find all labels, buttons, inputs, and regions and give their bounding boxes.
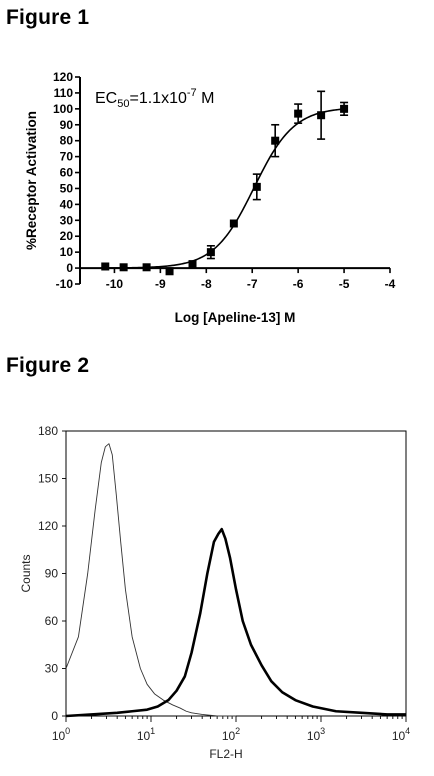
data-point bbox=[101, 262, 110, 271]
x-tick-label: -4 bbox=[385, 277, 396, 291]
y-tick-label: 0 bbox=[66, 261, 73, 275]
data-point bbox=[271, 136, 280, 145]
y-axis-title: Counts bbox=[19, 554, 33, 592]
y-tick-label: 40 bbox=[60, 197, 74, 211]
data-point bbox=[317, 111, 326, 120]
data-point bbox=[340, 104, 349, 113]
x-tick-label: -8 bbox=[201, 277, 212, 291]
histogram-control bbox=[65, 443, 236, 717]
data-point bbox=[252, 182, 261, 191]
y-tick-label: 0 bbox=[51, 709, 58, 723]
y-tick-label: 60 bbox=[45, 614, 59, 628]
x-tick-label: -6 bbox=[293, 277, 304, 291]
y-tick-label: 20 bbox=[60, 229, 74, 243]
x-tick-label: 102 bbox=[222, 726, 240, 743]
x-tick-label: 100 bbox=[52, 726, 70, 743]
y-tick-label: 180 bbox=[38, 424, 58, 438]
data-point bbox=[119, 263, 128, 272]
dose-response-chart: %Receptor Activation Log [Apeline-13] M … bbox=[24, 70, 396, 325]
y-tick-label: 110 bbox=[54, 86, 74, 100]
histogram-stained bbox=[65, 527, 406, 718]
y-tick-label: 100 bbox=[53, 102, 73, 116]
data-point bbox=[294, 109, 303, 118]
data-point bbox=[142, 263, 151, 272]
x-axis-title: Log [Apeline-13] M bbox=[175, 310, 296, 325]
y-axis-title: %Receptor Activation bbox=[24, 111, 39, 250]
y-tick-label: 80 bbox=[60, 134, 74, 148]
data-point bbox=[188, 260, 197, 269]
x-tick-label: 104 bbox=[392, 726, 410, 743]
x-tick-label: -7 bbox=[247, 277, 258, 291]
y-tick-label: 150 bbox=[38, 472, 58, 486]
y-tick-label: 90 bbox=[45, 567, 59, 581]
y-tick-label: 120 bbox=[53, 70, 73, 84]
x-tick-label: 103 bbox=[307, 726, 325, 743]
x-tick-label: 101 bbox=[137, 726, 155, 743]
x-tick-label: -5 bbox=[339, 277, 350, 291]
y-tick-label: 50 bbox=[60, 181, 74, 195]
x-tick-label: -10 bbox=[106, 277, 124, 291]
x-axis-title: FL2-H bbox=[209, 747, 242, 761]
y-tick-label: 10 bbox=[60, 245, 74, 259]
ec50-annotation: EC50=1.1x10-7 M bbox=[95, 87, 214, 110]
data-point bbox=[206, 248, 215, 257]
x-tick-label: -9 bbox=[155, 277, 166, 291]
y-tick-label: 120 bbox=[38, 519, 58, 533]
y-tick-label: 30 bbox=[60, 213, 74, 227]
y-tick-label: 70 bbox=[60, 150, 74, 164]
data-point bbox=[165, 267, 174, 276]
plot-frame bbox=[65, 430, 407, 717]
figure-1-title: Figure 1 bbox=[6, 6, 90, 29]
y-tick-label: 60 bbox=[60, 166, 74, 180]
fit-curve bbox=[100, 108, 345, 269]
figure-2-title: Figure 2 bbox=[6, 354, 90, 377]
y-tick-label: -10 bbox=[56, 277, 74, 291]
data-point bbox=[229, 219, 238, 228]
y-tick-label: 90 bbox=[60, 118, 74, 132]
y-tick-label: 30 bbox=[45, 662, 59, 676]
